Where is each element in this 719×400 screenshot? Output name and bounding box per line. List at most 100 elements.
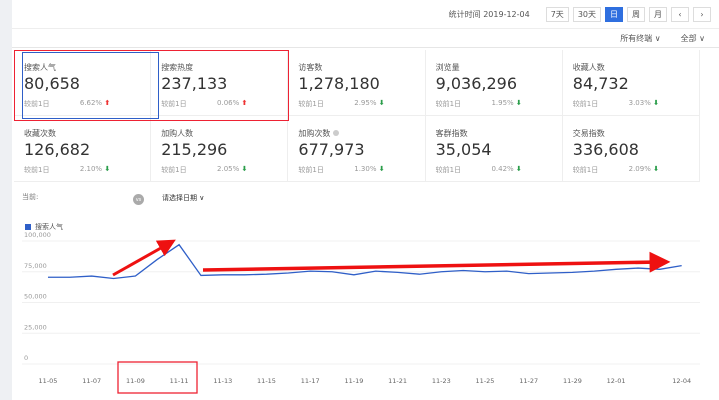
range-button[interactable]: › [693, 6, 711, 22]
compare-current-label: 当前: [22, 193, 39, 201]
metric-label-text: 加购人数 [161, 129, 194, 138]
metric-label: 加购次数 [298, 128, 414, 139]
metric-card[interactable]: 搜索人气 80,658 较前1日 6.62% ⬆ [14, 50, 152, 116]
chart-legend[interactable]: 搜索人气 [25, 222, 63, 232]
x-tick-label: 11-27 [519, 377, 538, 385]
annotation-arrow-up [112, 239, 176, 277]
y-tick-label: 50,000 [24, 293, 47, 301]
metric-card[interactable]: 访客数 1,278,180 较前1日 2.95% ⬇ [288, 50, 426, 116]
y-tick-label: 75,000 [24, 262, 47, 270]
compare-label: 较前1日 [24, 166, 50, 174]
x-tick-label: 11-23 [432, 377, 451, 385]
arrow-down-icon: ⬇ [515, 99, 522, 107]
x-tick-label: 11-11 [170, 377, 189, 385]
range-button[interactable]: 月 [649, 6, 667, 22]
terminal-filter[interactable]: 所有终端 ∨ [620, 33, 661, 43]
annotation-arrow-right [202, 251, 671, 273]
metric-value: 677,973 [298, 140, 365, 159]
metric-label: 访客数 [298, 62, 414, 73]
metric-value: 80,658 [24, 74, 80, 93]
change-pct: 3.03% [628, 99, 651, 107]
metric-label-text: 访客数 [298, 63, 323, 72]
compare-label: 较前1日 [572, 100, 599, 108]
metric-label-text: 收藏人数 [572, 63, 605, 72]
range-button[interactable]: 30天 [572, 6, 601, 22]
range-button[interactable]: 日 [605, 6, 623, 22]
metric-label-text: 浏览量 [435, 63, 460, 72]
compare-label: 较前1日 [435, 166, 462, 174]
range-button[interactable]: ‹ [671, 6, 689, 22]
arrow-down-icon: ⬇ [515, 165, 522, 173]
top-bar: 统计时间 2019-12-04 7天 30天日周月 ‹ › [12, 0, 719, 28]
compare-label: 较前1日 [24, 100, 50, 108]
date-select[interactable]: 请选择日期 ∨ [162, 194, 205, 202]
annotation-date-box [117, 361, 198, 394]
x-tick-label: 11-09 [126, 377, 145, 385]
metric-label: 搜索人气 [24, 62, 140, 73]
arrow-down-icon: ⬇ [104, 165, 111, 173]
metric-value: 84,732 [572, 74, 629, 93]
metric-value: 126,682 [24, 140, 91, 159]
metric-value: 9,036,296 [435, 74, 518, 93]
change-pct: 2.05% [217, 165, 240, 173]
change-pct: 2.95% [354, 99, 377, 107]
x-tick-label: 11-29 [563, 377, 582, 385]
metric-card[interactable]: 浏览量 9,036,296 较前1日 1.95% ⬇ [425, 50, 563, 116]
arrow-up-icon: ⬆ [241, 99, 248, 107]
metric-card[interactable]: 客群指数 35,054 较前1日 0.42% ⬇ [425, 116, 563, 182]
stat-time: 统计时间 2019-12-04 [448, 9, 530, 19]
series-line [48, 243, 682, 280]
change-pct: 6.62% [79, 99, 103, 107]
metric-label: 搜索热度 [161, 62, 277, 73]
metric-card[interactable]: 加购次数 677,973 较前1日 1.30% ⬇ [288, 116, 426, 182]
metric-value: 1,278,180 [298, 74, 380, 93]
metric-label: 浏览量 [436, 62, 552, 73]
metric-label: 加购人数 [161, 128, 277, 139]
arrow-down-icon: ⬇ [378, 165, 385, 173]
x-tick-label: 11-15 [257, 377, 276, 385]
metric-value: 336,608 [572, 140, 639, 159]
metric-label: 收藏次数 [24, 128, 140, 139]
metric-value: 215,296 [161, 140, 228, 159]
scope-filter[interactable]: 全部 ∨ [680, 33, 705, 43]
compare-label: 较前1日 [161, 100, 187, 108]
metric-card[interactable]: 搜索热度 237,133 较前1日 0.06% ⬆ [151, 50, 289, 116]
info-icon[interactable] [333, 130, 340, 136]
legend-swatch [25, 224, 31, 230]
metric-label-text: 交易指数 [572, 129, 605, 138]
filter-bar: 所有终端 ∨ 全部 ∨ [12, 28, 719, 48]
range-button[interactable]: 周 [627, 6, 645, 22]
x-tick-label: 11-17 [301, 377, 320, 385]
y-tick-label: 0 [24, 354, 28, 362]
change-pct: 0.06% [217, 99, 240, 107]
legend-label: 搜索人气 [35, 223, 63, 231]
left-strip [0, 0, 12, 400]
metric-label-text: 客群指数 [435, 129, 468, 138]
metric-value: 35,054 [435, 140, 492, 159]
metric-card[interactable]: 收藏次数 126,682 较前1日 2.10% ⬇ [14, 116, 152, 182]
arrow-down-icon: ⬇ [653, 99, 659, 107]
x-tick-label: 11-21 [388, 377, 407, 385]
y-tick-label: 25,000 [24, 323, 47, 331]
x-tick-label: 11-13 [213, 377, 232, 385]
metric-label-text: 搜索人气 [24, 63, 56, 72]
change-pct: 1.30% [354, 165, 377, 173]
change-pct: 2.10% [79, 165, 103, 173]
change-pct: 1.95% [491, 99, 514, 107]
change-pct: 0.42% [491, 165, 514, 173]
metric-card[interactable]: 交易指数 336,608 较前1日 2.09% ⬇ [562, 116, 700, 182]
y-tick-label: 100,000 [24, 231, 51, 239]
metric-value: 237,133 [161, 74, 228, 93]
metric-label-text: 搜索热度 [161, 63, 194, 72]
arrow-down-icon: ⬇ [378, 99, 385, 107]
metric-card[interactable]: 加购人数 215,296 较前1日 2.05% ⬇ [151, 116, 289, 182]
metric-card[interactable]: 收藏人数 84,732 较前1日 3.03% ⬇ [562, 50, 700, 116]
x-tick-label: 11-19 [344, 377, 363, 385]
metric-label-text: 收藏次数 [24, 129, 56, 138]
range-button[interactable]: 7天 [545, 6, 569, 22]
x-tick-label: 11-05 [39, 377, 58, 385]
compare-label: 较前1日 [572, 166, 599, 174]
vs-badge: vs [133, 194, 144, 205]
metric-label: 客群指数 [436, 128, 552, 139]
metric-label: 收藏人数 [573, 62, 689, 73]
